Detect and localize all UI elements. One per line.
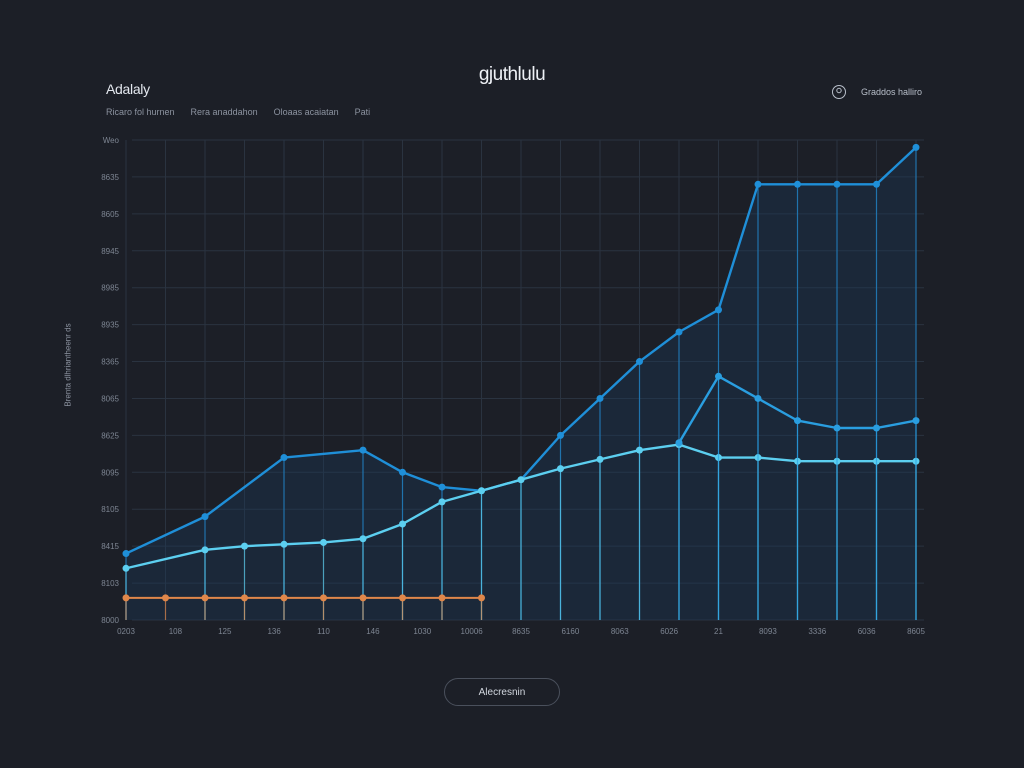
series-1-point: [557, 431, 564, 439]
series-2-point: [320, 538, 327, 546]
series-2-point: [438, 498, 446, 506]
subnav-item-1[interactable]: Ricaro fol hurnen: [106, 107, 175, 117]
series-1-point: [636, 358, 643, 366]
series-1-point: [675, 328, 683, 336]
series-1-point: [794, 180, 801, 188]
y-tick-label: 8103: [101, 579, 119, 588]
y-tick-label: 8415: [101, 542, 119, 551]
x-tick-label: 10006: [461, 627, 484, 636]
y-tick-label: 8065: [101, 394, 119, 403]
x-tick-label: 3336: [808, 627, 826, 636]
y-tick-label: 8095: [101, 468, 119, 477]
series-4-point: [280, 594, 288, 602]
x-tick-label: 8635: [512, 627, 530, 636]
subnav-item-3[interactable]: Oloaas acaiatan: [273, 107, 339, 117]
y-tick-label: 8625: [101, 431, 119, 440]
series-4-point: [399, 594, 406, 602]
series-1-point: [873, 180, 880, 188]
series-4-point: [241, 594, 248, 602]
series-2-line: [125, 443, 916, 570]
series-1-point: [201, 513, 209, 521]
y-tick-label: 8635: [101, 173, 119, 182]
x-tick-label: 108: [169, 627, 183, 636]
series-1-point: [833, 180, 841, 188]
series-1-point: [399, 468, 406, 476]
x-tick-label: 0203: [117, 627, 135, 636]
series-2-point: [557, 465, 564, 473]
subnav: Ricaro fol hurnen Rera anaddahon Oloaas …: [106, 107, 370, 117]
x-tick-label: 6160: [561, 627, 579, 636]
series-2-point: [122, 564, 130, 572]
y-tick-label: 8000: [101, 616, 119, 625]
series-4-point: [201, 594, 209, 602]
series-3-point: [754, 394, 762, 402]
x-tick-label: 8093: [759, 627, 777, 636]
y-tick-label: 8985: [101, 284, 119, 293]
y-tick-label: 8945: [101, 247, 119, 256]
series-3-point: [715, 372, 722, 380]
y-tick-label: 8365: [101, 358, 119, 367]
x-tick-label: 6026: [660, 627, 678, 636]
series-2-point: [201, 546, 209, 554]
series-4-point: [478, 594, 485, 602]
series-3-point: [873, 424, 880, 432]
series-1-point: [359, 446, 367, 454]
series-2-point: [478, 487, 485, 495]
x-tick-label: 6036: [858, 627, 876, 636]
series-3-point: [912, 417, 920, 425]
y-tick-label: 8605: [101, 210, 119, 219]
series-2-point: [636, 446, 643, 454]
x-tick-label: 8063: [611, 627, 629, 636]
series-1-point: [715, 306, 722, 314]
action-button[interactable]: Alecresnin: [444, 678, 560, 706]
brand-logo[interactable]: Adalaly: [106, 81, 150, 97]
y-tick-label: Weo: [103, 136, 120, 145]
series-2-point: [359, 535, 367, 543]
series-4-point: [438, 594, 446, 602]
series-2-point: [280, 540, 288, 548]
series-2-point: [399, 520, 406, 528]
series-3-point: [794, 417, 801, 425]
series-1-point: [912, 143, 920, 151]
series-2-point: [517, 476, 525, 484]
series-1-point: [596, 394, 604, 402]
x-tick-label: 1030: [413, 627, 431, 636]
series-3-point: [833, 424, 841, 432]
subnav-item-4[interactable]: Pati: [354, 107, 371, 117]
subnav-item-2[interactable]: Rera anaddahon: [190, 107, 258, 117]
series-1-point: [438, 483, 446, 491]
x-tick-label: 21: [714, 627, 723, 636]
x-tick-label: 146: [366, 627, 380, 636]
series-4-point: [122, 594, 130, 602]
series-1-point: [754, 180, 762, 188]
series-4-point: [162, 594, 169, 602]
x-tick-label: 110: [317, 627, 330, 636]
series-4-point: [359, 594, 367, 602]
series-3-point: [675, 439, 683, 447]
user-avatar-icon: [831, 85, 846, 99]
y-tick-label: 8935: [101, 321, 119, 330]
series-1-point: [280, 454, 288, 462]
x-tick-label: 136: [267, 627, 281, 636]
x-tick-label: 125: [218, 627, 232, 636]
series-1-point: [122, 550, 130, 558]
y-tick-label: 8105: [101, 505, 119, 514]
series-1-line: [125, 146, 917, 555]
x-tick-label: 8605: [907, 627, 925, 636]
series-4-point: [320, 594, 327, 602]
series-2-point: [596, 455, 604, 463]
series-2-point: [241, 542, 248, 550]
user-menu[interactable]: Graddos halliro: [831, 84, 922, 100]
user-name: Graddos halliro: [860, 87, 922, 97]
page-title: gjuthlulu: [478, 64, 546, 85]
